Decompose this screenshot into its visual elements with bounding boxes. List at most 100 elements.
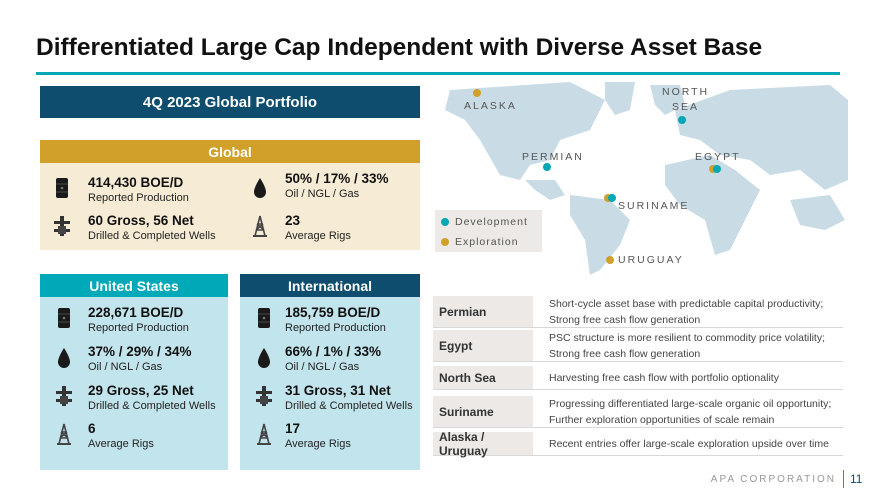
map-label-north-sea-2: SEA — [672, 101, 700, 113]
asset-description: Progressing differentiated large-scale o… — [533, 396, 831, 428]
stat-value: 50% / 17% / 33% — [285, 171, 389, 186]
map-legend: Development Exploration — [435, 210, 542, 252]
oil-barrel-icon — [55, 177, 69, 199]
stat-label: Reported Production — [285, 322, 386, 334]
asset-description: PSC structure is more resilient to commo… — [533, 330, 825, 362]
stat-label: Drilled & Completed Wells — [88, 230, 216, 242]
asset-description: Harvesting free cash flow with portfolio… — [533, 370, 779, 386]
asset-description: Recent entries offer large-scale explora… — [533, 436, 829, 452]
asset-name: Permian — [433, 296, 533, 327]
description-line: Recent entries offer large-scale explora… — [549, 437, 829, 450]
intl-wells: 31 Gross, 31 Net Drilled & Completed Well… — [285, 383, 413, 412]
egypt-development-marker — [713, 165, 721, 173]
oil-barrel-icon — [57, 307, 71, 329]
stat-value: 23 — [285, 213, 301, 228]
oil-barrel-icon — [257, 307, 271, 329]
map-label-suriname: SURINAME — [618, 200, 690, 212]
legend-development: Development — [455, 216, 528, 228]
stat-label: Reported Production — [88, 322, 189, 334]
asset-name: Egypt — [433, 330, 533, 361]
portfolio-header: 4Q 2023 Global Portfolio — [40, 86, 420, 118]
suriname-development-marker — [608, 194, 616, 202]
drilling-rig-icon — [56, 423, 72, 445]
stat-label: Average Rigs — [285, 438, 351, 450]
footer-company: APA CORPORATION — [710, 474, 836, 485]
description-line: PSC structure is more resilient to commo… — [549, 331, 825, 344]
us-header: United States — [40, 274, 228, 297]
stat-label: Oil / NGL / Gas — [285, 188, 360, 200]
stat-value: 6 — [88, 421, 96, 436]
us-wells: 29 Gross, 25 Net Drilled & Completed Well… — [88, 383, 216, 412]
global-rigs: 23 Average Rigs — [285, 213, 351, 242]
description-line: Strong free cash flow generation — [549, 347, 701, 360]
oil-drop-icon — [254, 178, 266, 198]
description-line: Strong free cash flow generation — [549, 313, 701, 326]
world-map — [445, 82, 848, 275]
asset-row: Alaska / Uruguay Recent entries offer lar… — [433, 430, 843, 458]
title-divider — [36, 72, 840, 75]
asset-row: Egypt PSC structure is more resilient to … — [433, 330, 843, 362]
page-title: Differentiated Large Cap Independent wit… — [36, 34, 763, 61]
global-wells: 60 Gross, 56 Net Drilled & Completed Well… — [88, 213, 216, 242]
intl-panel: 185,759 BOE/D Reported Production 66% / 1… — [240, 297, 420, 470]
asset-description: Short-cycle asset base with predictable … — [533, 296, 823, 328]
description-line: Progressing differentiated large-scale o… — [549, 397, 832, 410]
alaska-exploration-marker — [473, 89, 481, 97]
wellhead-icon — [56, 386, 72, 406]
stat-value: 414,430 BOE/D — [88, 175, 184, 190]
us-production: 228,671 BOE/D Reported Production — [88, 305, 189, 334]
stat-label: Average Rigs — [285, 230, 351, 242]
drilling-rig-icon — [256, 423, 272, 445]
development-legend-icon — [441, 218, 449, 226]
map-label-egypt: EGYPT — [695, 151, 741, 163]
global-panel: 414,430 BOE/D Reported Production 50% / 1… — [40, 163, 420, 250]
intl-rigs: 17 Average Rigs — [285, 421, 351, 450]
stat-label: Drilled & Completed Wells — [285, 400, 413, 412]
asset-name: North Sea — [433, 366, 533, 389]
global-header: Global — [40, 140, 420, 163]
us-rigs: 6 Average Rigs — [88, 421, 154, 450]
stat-value: 31 Gross, 31 Net — [285, 383, 391, 398]
stat-label: Reported Production — [88, 192, 189, 204]
stat-label: Oil / NGL / Gas — [88, 361, 163, 373]
asset-name: Suriname — [433, 396, 533, 427]
stat-value: 66% / 1% / 33% — [285, 344, 382, 359]
oil-drop-icon — [258, 348, 270, 368]
description-line: Short-cycle asset base with predictable … — [549, 297, 824, 310]
us-mix: 37% / 29% / 34% Oil / NGL / Gas — [88, 344, 192, 373]
description-line: Further exploration opportunities of sca… — [549, 413, 775, 426]
asset-name: Alaska / Uruguay — [433, 430, 533, 458]
global-production: 414,430 BOE/D Reported Production — [88, 175, 189, 204]
oil-drop-icon — [58, 348, 70, 368]
footer-divider — [843, 470, 844, 488]
stat-label: Oil / NGL / Gas — [285, 361, 360, 373]
stat-value: 37% / 29% / 34% — [88, 344, 192, 359]
stat-value: 17 — [285, 421, 301, 436]
stat-value: 185,759 BOE/D — [285, 305, 381, 320]
map-label-north-sea-1: NORTH — [662, 86, 710, 98]
stat-value: 29 Gross, 25 Net — [88, 383, 194, 398]
asset-row: Suriname Progressing differentiated large… — [433, 396, 843, 428]
intl-header: International — [240, 274, 420, 297]
wellhead-icon — [256, 386, 272, 406]
map-label-uruguay: URUGUAY — [618, 254, 684, 266]
uruguay-exploration-marker — [606, 256, 614, 264]
us-panel: 228,671 BOE/D Reported Production 37% / 2… — [40, 297, 228, 470]
stat-label: Average Rigs — [88, 438, 154, 450]
intl-production: 185,759 BOE/D Reported Production — [285, 305, 386, 334]
exploration-legend-icon — [441, 238, 449, 246]
permian-development-marker — [543, 163, 551, 171]
stat-value: 228,671 BOE/D — [88, 305, 184, 320]
global-mix: 50% / 17% / 33% Oil / NGL / Gas — [285, 171, 389, 200]
map-label-alaska: ALASKA — [464, 100, 517, 112]
page-number: 11 — [850, 472, 863, 486]
asset-row: Permian Short-cycle asset base with predi… — [433, 296, 843, 328]
description-line: Harvesting free cash flow with portfolio… — [549, 371, 779, 384]
north-sea-development-marker — [678, 116, 686, 124]
map-label-permian: PERMIAN — [522, 151, 584, 163]
stat-value: 60 Gross, 56 Net — [88, 213, 194, 228]
drilling-rig-icon — [252, 215, 268, 237]
legend-exploration: Exploration — [455, 236, 519, 248]
wellhead-icon — [54, 216, 70, 236]
asset-row: North Sea Harvesting free cash flow with … — [433, 366, 843, 390]
